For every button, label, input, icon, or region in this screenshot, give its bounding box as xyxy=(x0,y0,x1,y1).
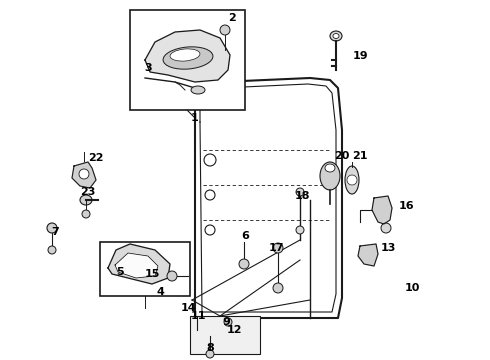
Ellipse shape xyxy=(191,86,205,94)
Text: 22: 22 xyxy=(88,153,104,163)
Text: 2: 2 xyxy=(228,13,236,23)
Circle shape xyxy=(47,223,57,233)
Circle shape xyxy=(273,283,283,293)
Circle shape xyxy=(296,226,304,234)
Text: 3: 3 xyxy=(144,63,152,73)
Circle shape xyxy=(224,318,232,326)
Ellipse shape xyxy=(320,162,340,190)
Circle shape xyxy=(79,169,89,179)
Text: 9: 9 xyxy=(222,317,230,327)
Ellipse shape xyxy=(170,49,200,61)
Text: 11: 11 xyxy=(190,311,206,321)
Ellipse shape xyxy=(163,47,213,69)
Text: 15: 15 xyxy=(145,269,160,279)
Text: 18: 18 xyxy=(294,191,310,201)
Text: 10: 10 xyxy=(404,283,420,293)
Circle shape xyxy=(48,246,56,254)
Ellipse shape xyxy=(325,164,335,172)
Circle shape xyxy=(381,223,391,233)
Bar xyxy=(100,242,190,296)
Polygon shape xyxy=(372,196,392,224)
Polygon shape xyxy=(115,253,158,278)
Text: 12: 12 xyxy=(226,325,242,335)
Bar xyxy=(130,10,245,110)
Ellipse shape xyxy=(330,31,342,41)
Text: 21: 21 xyxy=(352,151,368,161)
Text: 17: 17 xyxy=(268,243,284,253)
Ellipse shape xyxy=(333,33,339,39)
Circle shape xyxy=(206,350,214,358)
Text: 6: 6 xyxy=(241,231,249,241)
Text: 14: 14 xyxy=(180,303,196,313)
Text: 20: 20 xyxy=(334,151,350,161)
Polygon shape xyxy=(72,162,96,188)
Ellipse shape xyxy=(80,195,92,205)
Circle shape xyxy=(82,210,90,218)
Circle shape xyxy=(296,188,304,196)
Text: 5: 5 xyxy=(116,267,124,277)
Text: 13: 13 xyxy=(380,243,396,253)
Polygon shape xyxy=(145,30,230,82)
Text: 8: 8 xyxy=(206,343,214,353)
Text: 16: 16 xyxy=(398,201,414,211)
Bar xyxy=(190,316,260,354)
Circle shape xyxy=(273,243,283,253)
Text: 7: 7 xyxy=(51,227,59,237)
Polygon shape xyxy=(108,244,170,284)
Circle shape xyxy=(347,175,357,185)
Circle shape xyxy=(220,25,230,35)
Circle shape xyxy=(167,271,177,281)
Circle shape xyxy=(239,259,249,269)
Text: 23: 23 xyxy=(80,187,96,197)
Ellipse shape xyxy=(345,166,359,194)
Text: 4: 4 xyxy=(156,287,164,297)
Polygon shape xyxy=(358,244,378,266)
Text: 1: 1 xyxy=(191,113,199,123)
Text: 19: 19 xyxy=(352,51,368,61)
